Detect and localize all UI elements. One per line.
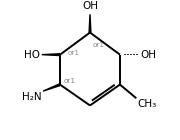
Text: or1: or1 xyxy=(68,50,80,56)
Text: OH: OH xyxy=(82,1,98,11)
Text: or1: or1 xyxy=(64,78,76,84)
Text: H₂N: H₂N xyxy=(22,92,42,102)
Text: or1: or1 xyxy=(93,42,104,48)
Polygon shape xyxy=(43,84,60,91)
Polygon shape xyxy=(42,54,60,56)
Polygon shape xyxy=(89,14,91,32)
Text: OH: OH xyxy=(140,50,156,60)
Text: CH₃: CH₃ xyxy=(137,99,156,109)
Text: HO: HO xyxy=(24,50,40,60)
